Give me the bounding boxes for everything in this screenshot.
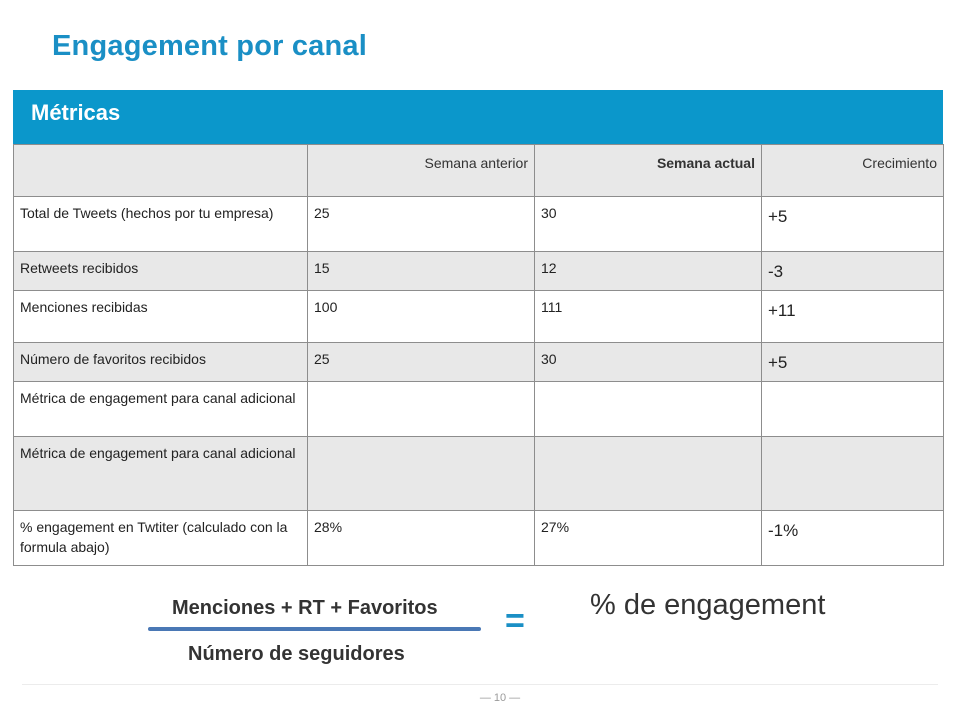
metric-cell: Número de favoritos recibidos: [13, 342, 308, 382]
growth-cell: +11: [761, 290, 944, 343]
previous-value-cell: 100: [307, 290, 535, 343]
table-row: Total de Tweets (hechos por tu empresa) …: [13, 196, 944, 252]
metric-cell: % engagement en Twtiter (calculado con l…: [13, 510, 308, 566]
column-header-growth: Crecimiento: [761, 144, 944, 197]
metric-cell: Métrica de engagement para canal adicion…: [13, 436, 308, 511]
table-row: Retweets recibidos 15 12 -3: [13, 251, 944, 291]
metric-cell: Total de Tweets (hechos por tu empresa): [13, 196, 308, 252]
table-row: Métrica de engagement para canal adicion…: [13, 436, 944, 511]
table-header-row: Semana anterior Semana actual Crecimient…: [13, 144, 944, 197]
metric-cell: Menciones recibidas: [13, 290, 308, 343]
previous-value-cell: 25: [307, 342, 535, 382]
equals-sign: =: [505, 602, 525, 640]
formula-numerator: Menciones + RT + Favoritos: [172, 597, 438, 619]
page-number: — 10 —: [479, 692, 521, 704]
section-title: Métricas: [31, 100, 121, 125]
metric-cell: Métrica de engagement para canal adicion…: [13, 381, 308, 437]
previous-value-cell: [307, 436, 535, 511]
growth-cell: +5: [761, 196, 944, 252]
table-row: Métrica de engagement para canal adicion…: [13, 381, 944, 437]
growth-cell: [761, 381, 944, 437]
table-section-header: Métricas: [13, 90, 943, 144]
growth-cell: -1%: [761, 510, 944, 566]
column-header-previous-week: Semana anterior: [307, 144, 535, 197]
previous-value-cell: 25: [307, 196, 535, 252]
current-value-cell: [534, 436, 762, 511]
previous-value-cell: 28%: [307, 510, 535, 566]
current-value-cell: 30: [534, 196, 762, 252]
formula-denominator: Número de seguidores: [188, 643, 405, 665]
previous-value-cell: [307, 381, 535, 437]
growth-cell: [761, 436, 944, 511]
page-title: Engagement por canal: [52, 30, 368, 62]
growth-cell: -3: [761, 251, 944, 291]
footer-divider: [22, 684, 938, 685]
current-value-cell: 27%: [534, 510, 762, 566]
metrics-table: Semana anterior Semana actual Crecimient…: [13, 144, 944, 566]
table-row: Número de favoritos recibidos 25 30 +5: [13, 342, 944, 382]
column-header-current-week: Semana actual: [534, 144, 762, 197]
current-value-cell: 111: [534, 290, 762, 343]
formula-result: % de engagement: [590, 589, 826, 621]
column-header-metric: [13, 144, 308, 197]
current-value-cell: 30: [534, 342, 762, 382]
previous-value-cell: 15: [307, 251, 535, 291]
metric-cell: Retweets recibidos: [13, 251, 308, 291]
table-row: % engagement en Twtiter (calculado con l…: [13, 510, 944, 566]
current-value-cell: [534, 381, 762, 437]
current-value-cell: 12: [534, 251, 762, 291]
fraction-line: [148, 627, 481, 631]
growth-cell: +5: [761, 342, 944, 382]
table-row: Menciones recibidas 100 111 +11: [13, 290, 944, 343]
